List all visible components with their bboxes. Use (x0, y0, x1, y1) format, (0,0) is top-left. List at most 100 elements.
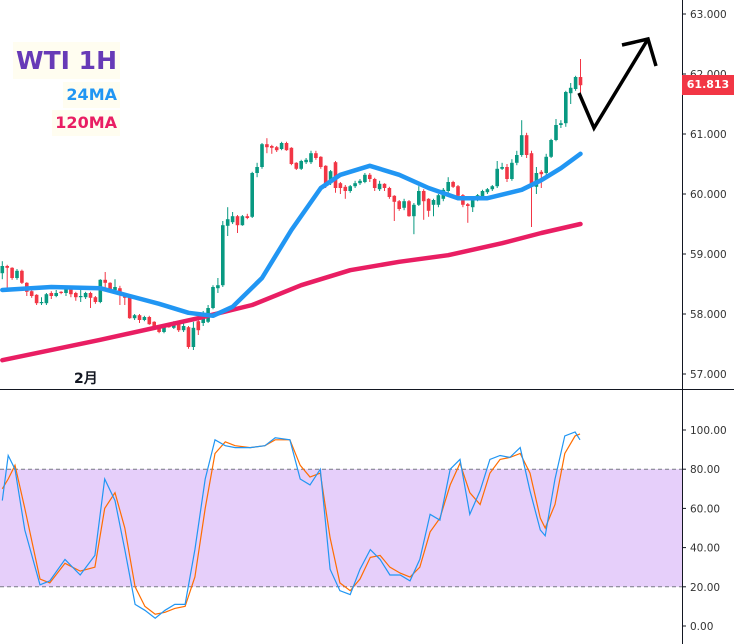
candle-body (157, 327, 161, 332)
candle (309, 150, 313, 164)
candle-body (524, 135, 529, 155)
candle-body (225, 219, 230, 226)
candle (338, 182, 343, 194)
candle (59, 291, 63, 295)
candle-body (338, 183, 343, 188)
drawn-arrow-icon[interactable] (577, 36, 658, 132)
candle-body (372, 179, 377, 188)
candle (544, 153, 548, 175)
candle (49, 291, 54, 299)
candle-body (59, 291, 63, 293)
candle (358, 179, 362, 185)
candle (554, 119, 558, 142)
candle-body (515, 155, 519, 163)
candle-body (392, 195, 397, 202)
candle-body (274, 147, 279, 151)
candle-body (549, 140, 553, 157)
candle (289, 147, 294, 166)
candle-body (495, 168, 499, 187)
candle-body (544, 156, 548, 173)
candle-body (74, 293, 78, 298)
candle (578, 59, 583, 94)
candle (564, 90, 568, 127)
candle (279, 141, 284, 151)
candle (294, 162, 299, 170)
ma24-line (0, 151, 583, 319)
candle (142, 315, 147, 322)
candle (132, 314, 137, 320)
candle (451, 180, 455, 188)
candle (221, 221, 225, 287)
candle-body (132, 315, 137, 319)
candle (186, 326, 191, 349)
candle (98, 279, 103, 304)
stochastic-tick-label: 0.00 (690, 621, 713, 633)
candle (382, 183, 387, 191)
candle-body (221, 225, 225, 286)
candle-body (500, 167, 504, 169)
candle (568, 83, 573, 104)
candle (284, 141, 289, 151)
candle (343, 185, 348, 199)
price-tick-label: 58.000 (690, 309, 727, 321)
candle-body (284, 143, 289, 151)
candle-body (377, 183, 382, 190)
candle-body (451, 182, 455, 187)
candle (549, 138, 553, 158)
candle (524, 132, 529, 158)
candle (211, 285, 215, 310)
candle-body (152, 321, 156, 328)
candle (402, 198, 406, 211)
candle (191, 321, 196, 350)
candle-body (216, 285, 220, 289)
candle-body (147, 317, 152, 325)
candle-body (250, 173, 254, 217)
candle (510, 159, 514, 181)
stochastic-k-line (1, 431, 581, 619)
stochastic-tick-label: 20.00 (690, 582, 720, 594)
candle-body (39, 302, 44, 304)
candle (230, 212, 235, 224)
candle-body (181, 326, 186, 331)
candle-body (83, 293, 88, 298)
candle (319, 156, 323, 169)
stochastic-band-fill (0, 469, 682, 587)
candle-body (108, 282, 112, 290)
candle-body (103, 279, 107, 283)
candle (377, 180, 382, 191)
candle-body (519, 135, 524, 155)
candle (412, 203, 416, 235)
candle-body (54, 293, 58, 296)
candle-body (142, 317, 147, 320)
candle-body (137, 315, 142, 320)
candle-body (421, 191, 426, 202)
stochastic-tick-label: 100.00 (690, 425, 727, 437)
candle-body (10, 267, 14, 278)
candle (255, 162, 259, 178)
candle-body (564, 92, 568, 124)
candle-body (5, 266, 9, 268)
candle-body (270, 146, 274, 148)
candle (407, 200, 411, 217)
legend-ma24: 24MA (63, 82, 120, 108)
candle (250, 171, 254, 218)
candle (54, 290, 58, 298)
candle-body (358, 180, 362, 184)
candle (573, 75, 578, 91)
candle (15, 269, 19, 280)
candle-body (539, 171, 544, 175)
candle-body (88, 293, 93, 298)
candle-body (323, 165, 328, 185)
candle (225, 207, 230, 236)
candle-body (29, 291, 34, 296)
candle-body (265, 144, 269, 148)
candle (392, 195, 397, 221)
candle-body (34, 294, 39, 304)
stochastic-tick-label: 80.00 (690, 464, 720, 476)
candle (88, 291, 93, 308)
candle-body (578, 77, 583, 86)
candle-body (559, 123, 563, 125)
candle-body (402, 201, 406, 208)
candle (505, 164, 509, 182)
